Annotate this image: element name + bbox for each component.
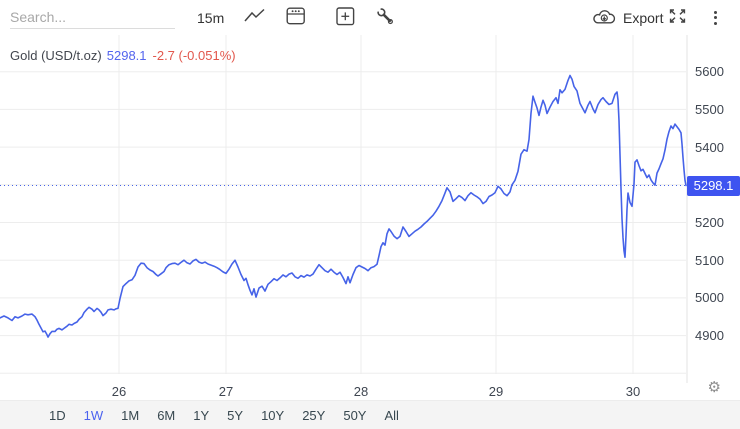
y-axis-tick: 5000 <box>695 290 724 306</box>
more-menu-icon <box>714 10 717 14</box>
gear-icon[interactable]: ⚙ <box>702 379 727 396</box>
wrench-icon <box>376 6 394 29</box>
line-style-icon <box>244 8 266 27</box>
y-axis-tick: 4900 <box>695 328 724 344</box>
range-button-50y[interactable]: 50Y <box>340 408 369 423</box>
export-button[interactable]: Export <box>592 0 663 35</box>
add-indicator-icon <box>336 6 355 29</box>
export-label: Export <box>623 9 664 26</box>
range-button-1m[interactable]: 1M <box>118 408 142 423</box>
legend-change: -2.7 (-0.051%) <box>152 48 236 63</box>
time-axis[interactable]: 26 27 28 29 30 ⚙ <box>0 380 740 400</box>
add-indicator-button[interactable] <box>336 0 355 35</box>
more-menu-button[interactable] <box>714 0 717 35</box>
last-price-axis-label: 5298.1 <box>687 175 740 196</box>
x-axis-tick: 29 <box>488 384 504 399</box>
chart-area[interactable]: Gold (USD/t.oz) 5298.1 -2.7 (-0.051%) 5600… <box>0 35 740 383</box>
range-button-10y[interactable]: 10Y <box>258 408 287 423</box>
price-line-series <box>0 74 687 338</box>
fullscreen-icon <box>667 7 688 28</box>
legend: Gold (USD/t.oz) 5298.1 -2.7 (-0.051%) <box>10 48 236 63</box>
range-button-5y[interactable]: 5Y <box>224 408 246 423</box>
price-line-chart <box>0 35 688 383</box>
range-button-1d[interactable]: 1D <box>46 408 69 423</box>
chart-style-button[interactable] <box>244 0 266 35</box>
export-cloud-icon <box>592 8 617 28</box>
range-button-1y[interactable]: 1Y <box>190 408 212 423</box>
y-axis-tick: 5600 <box>695 64 724 80</box>
y-axis-tick: 5200 <box>695 215 724 230</box>
symbol-name: Gold (USD/t.oz) <box>10 48 102 63</box>
y-axis-tick: 5100 <box>695 252 724 268</box>
toolbar: 15m <box>0 0 740 35</box>
x-axis-tick: 27 <box>218 384 234 399</box>
x-axis-tick: 28 <box>353 384 369 399</box>
legend-price: 5298.1 <box>106 48 147 63</box>
interval-label: 15m <box>197 9 225 26</box>
calendar-icon <box>286 6 306 29</box>
y-axis-tick: 5500 <box>695 101 724 117</box>
x-axis-tick: 30 <box>625 384 641 399</box>
range-button-1w[interactable]: 1W <box>81 408 107 423</box>
interval-button[interactable]: 15m <box>197 0 224 35</box>
settings-wrench-button[interactable] <box>376 0 394 35</box>
date-range-button[interactable] <box>286 0 306 35</box>
range-button-6m[interactable]: 6M <box>154 408 178 423</box>
search-input[interactable] <box>10 5 175 29</box>
range-selector-bar: 1D 1W 1M 6M 1Y 5Y 10Y 25Y 50Y All <box>0 400 740 429</box>
range-button-all[interactable]: All <box>381 408 401 423</box>
y-axis-tick: 5400 <box>695 139 724 155</box>
fullscreen-button[interactable] <box>667 0 688 35</box>
x-axis-tick: 26 <box>111 384 127 399</box>
range-button-25y[interactable]: 25Y <box>299 408 328 423</box>
